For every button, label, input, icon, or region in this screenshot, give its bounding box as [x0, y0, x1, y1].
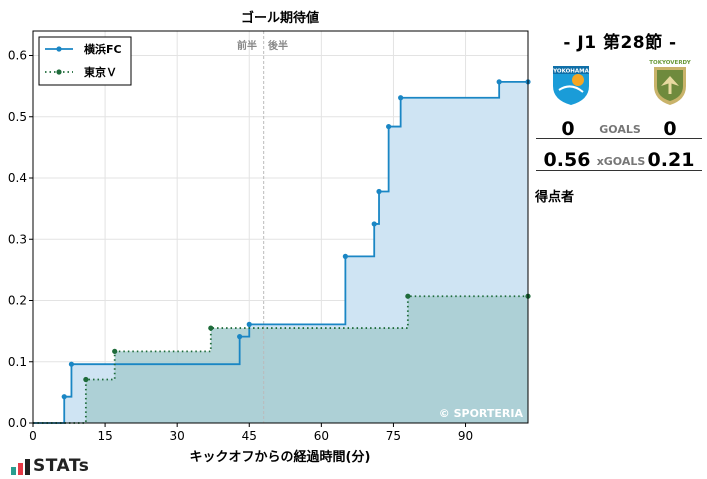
away-goals: 0	[663, 118, 677, 140]
home-xg: 0.56	[543, 149, 591, 171]
stats-logo-icon	[11, 459, 30, 475]
legend-marker-home	[56, 46, 62, 52]
xg-divider	[536, 170, 702, 171]
y-axis-ticks: 0.0 0.1 0.2 0.3 0.4 0.5 0.6	[8, 49, 33, 430]
legend-marker-away	[56, 69, 62, 75]
y-tick-label: 0.4	[8, 171, 27, 185]
y-tick-label: 0.3	[8, 232, 27, 246]
data-point-home	[246, 321, 252, 327]
legend-box	[38, 36, 132, 86]
y-tick-label: 0.0	[8, 416, 27, 430]
data-point-away	[405, 293, 411, 299]
goals-label: GOALS	[599, 123, 641, 136]
home-goals: 0	[561, 118, 575, 140]
plot-frame	[32, 30, 529, 424]
scorers-label: 得点者	[535, 190, 575, 205]
xg-chart: ゴール期待値 前半 後半 0 15 30 45 60 75 90 0.00.10.20.30…	[8, 10, 531, 465]
data-point-home	[376, 188, 382, 195]
x-axis-ticks: 0 15 30 45 60 75 90	[29, 423, 473, 443]
data-point-home	[68, 361, 75, 367]
series-line-home	[33, 80, 528, 424]
data-point-away	[83, 376, 89, 383]
x-tick-label: 15	[97, 429, 112, 443]
data-point-away	[208, 325, 214, 331]
data-point-home	[398, 95, 404, 101]
area-fill-away	[33, 296, 528, 423]
data-point-home	[496, 79, 502, 85]
x-tick-label: 90	[458, 429, 473, 443]
away-xg: 0.21	[647, 149, 695, 171]
first-half-label: 前半	[237, 39, 257, 52]
svg-text:TOKYOVERDY: TOKYOVERDY	[649, 60, 691, 66]
y-tick-label: 0.6	[8, 49, 27, 63]
watermark: © SPORTERIA	[439, 407, 524, 420]
match-title: - J1 第28節 -	[563, 33, 677, 53]
xgoals-label: xGOALS	[596, 155, 646, 168]
x-tick-label: 60	[314, 429, 329, 443]
brand-name: STATs	[33, 456, 90, 476]
match-summary-panel: - J1 第28節 - YOKOHAMA TOKYOVERDY 0 GOALS …	[533, 0, 707, 479]
data-point-home	[237, 334, 243, 340]
data-point-home	[342, 253, 348, 259]
y-tick-label: 0.2	[8, 294, 27, 308]
x-tick-label: 30	[170, 429, 185, 443]
x-tick-label: 0	[29, 429, 37, 443]
home-crest-icon: YOKOHAMA	[552, 66, 590, 105]
chart-title: ゴール期待値	[241, 10, 319, 26]
x-tick-label: 45	[242, 429, 257, 443]
y-tick-label: 0.5	[8, 110, 27, 124]
svg-text:YOKOHAMA: YOKOHAMA	[552, 69, 589, 75]
away-crest-icon: TOKYOVERDY	[649, 60, 691, 105]
goals-divider	[536, 138, 702, 139]
second-half-label: 後半	[268, 39, 288, 52]
legend-label-away: 東京Ｖ	[84, 65, 117, 79]
series-lines	[33, 80, 528, 424]
data-point-away	[112, 348, 118, 354]
legend: 横浜FC 東京Ｖ	[38, 36, 132, 86]
legend-label-home: 横浜FC	[84, 42, 122, 56]
series-points	[61, 79, 531, 400]
area-fills	[33, 81, 528, 424]
x-tick-label: 75	[386, 429, 401, 443]
data-point-home	[61, 394, 67, 400]
y-tick-label: 0.1	[8, 355, 27, 369]
data-point-home	[371, 221, 377, 227]
halftime-marker: 前半 後半	[237, 31, 288, 423]
data-point-home	[386, 123, 392, 130]
x-axis-label: キックオフからの経過時間(分)	[190, 449, 371, 465]
